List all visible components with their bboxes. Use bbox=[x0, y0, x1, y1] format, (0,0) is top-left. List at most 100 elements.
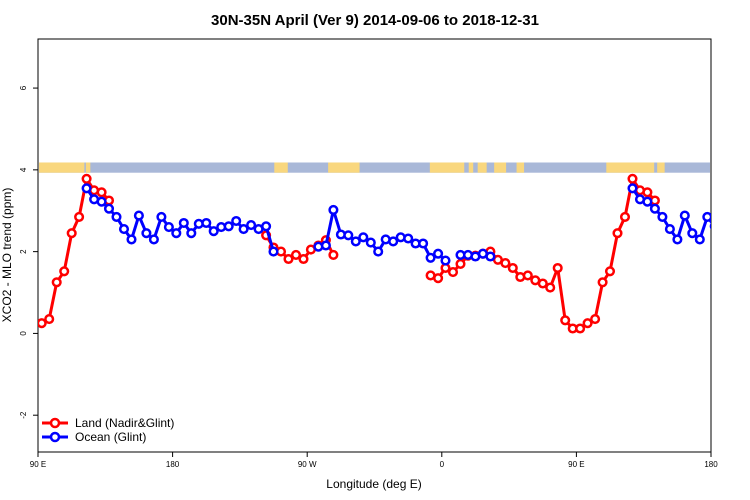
ocean-data-point bbox=[171, 228, 182, 239]
ocean-data-point bbox=[238, 224, 249, 235]
x-tick-label: 90 E bbox=[568, 460, 584, 469]
land-data-point bbox=[96, 187, 107, 198]
ocean-data-point bbox=[223, 221, 234, 232]
legend-ocean-marker bbox=[49, 431, 61, 443]
ocean-data-point bbox=[709, 222, 711, 230]
x-tick-label: 0 bbox=[440, 460, 445, 469]
ocean-data-point bbox=[627, 183, 638, 194]
land-strip-segment bbox=[429, 162, 465, 173]
ocean-data-point bbox=[268, 246, 279, 257]
y-tick-label: 4 bbox=[19, 167, 28, 172]
land-strip-segment bbox=[274, 162, 288, 173]
chart-title: 30N-35N April (Ver 9) 2014-09-06 to 2018… bbox=[211, 12, 539, 29]
ocean-data-point bbox=[418, 238, 429, 249]
land-data-point bbox=[560, 315, 571, 326]
land-data-point bbox=[575, 323, 586, 334]
x-tick-label: 180 bbox=[166, 460, 180, 469]
ocean-data-point bbox=[485, 251, 496, 262]
land-data-point bbox=[328, 249, 339, 260]
land-data-point bbox=[283, 253, 294, 265]
y-axis: -2 0 2 4 6 bbox=[19, 85, 38, 419]
land-strip-segment bbox=[494, 162, 507, 173]
ocean-data-point bbox=[111, 211, 122, 222]
land-data-point bbox=[552, 262, 563, 274]
land-data-point bbox=[433, 273, 444, 284]
y-axis-label: XCO2 - MLO trend (ppm) bbox=[0, 188, 14, 323]
land-data-point bbox=[44, 314, 55, 325]
ocean-data-point bbox=[433, 248, 444, 259]
land-strip-segment bbox=[477, 162, 487, 173]
ocean-data-point bbox=[672, 234, 683, 245]
land-strip-segment bbox=[328, 162, 360, 173]
legend-ocean-label: Ocean (Glint) bbox=[75, 430, 146, 444]
ocean-data-point bbox=[178, 217, 189, 229]
land-data-point bbox=[642, 187, 653, 198]
land-strip-segment bbox=[516, 162, 525, 173]
land-data-point bbox=[290, 249, 302, 260]
ocean-data-point bbox=[343, 230, 354, 241]
land-data-point bbox=[59, 266, 70, 277]
ocean-data-point bbox=[320, 240, 331, 251]
land-strip-segment bbox=[606, 162, 655, 173]
land-strip-segment bbox=[657, 162, 665, 173]
land-strip-segment bbox=[468, 162, 474, 173]
land-data-point bbox=[298, 253, 309, 265]
land-strip-segment bbox=[39, 162, 85, 173]
land-data-point bbox=[74, 211, 85, 222]
ocean-data-point bbox=[657, 211, 668, 222]
land-data-point bbox=[447, 267, 459, 278]
ocean-data-point bbox=[664, 224, 675, 235]
ocean-data-point bbox=[148, 234, 159, 245]
x-tick-label: 90 E bbox=[30, 460, 46, 469]
ocean-data-point bbox=[81, 183, 92, 194]
land-ocean-strip bbox=[39, 162, 710, 173]
y-tick-label: 6 bbox=[19, 85, 28, 90]
ocean-data-point bbox=[702, 211, 711, 222]
ocean-data-point bbox=[261, 221, 272, 232]
ocean-data-point bbox=[649, 203, 660, 214]
y-tick-label: 0 bbox=[19, 331, 28, 336]
land-data-point bbox=[66, 228, 77, 239]
land-data-point bbox=[500, 258, 511, 269]
series-ocean bbox=[81, 183, 711, 266]
legend: Land (Nadir&Glint) Ocean (Glint) bbox=[42, 416, 174, 444]
y-tick-label: -2 bbox=[19, 411, 28, 419]
ocean-data-point bbox=[679, 210, 690, 221]
land-data-point bbox=[537, 278, 548, 289]
land-data-point bbox=[455, 258, 466, 269]
land-data-point bbox=[582, 318, 593, 329]
ocean-data-point bbox=[694, 234, 705, 245]
ocean-data-point bbox=[96, 196, 107, 207]
x-tick-label: 180 bbox=[704, 460, 718, 469]
ocean-data-point bbox=[365, 237, 376, 248]
ocean-strip bbox=[39, 162, 710, 173]
ocean-data-point bbox=[103, 203, 115, 214]
ocean-data-point bbox=[687, 228, 698, 239]
y-tick-label: 2 bbox=[19, 249, 28, 254]
ocean-data-point bbox=[231, 215, 242, 227]
land-data-point bbox=[627, 173, 638, 184]
ocean-data-point bbox=[186, 228, 197, 239]
ocean-data-point bbox=[201, 217, 212, 229]
ocean-data-point bbox=[425, 252, 436, 263]
land-data-point bbox=[590, 314, 601, 325]
ocean-data-point bbox=[133, 210, 144, 221]
series-land bbox=[38, 173, 660, 334]
x-axis-label: Longitude (deg E) bbox=[326, 477, 421, 491]
land-data-point bbox=[619, 211, 631, 222]
ocean-data-point bbox=[141, 228, 152, 239]
ocean-data-point bbox=[642, 196, 653, 207]
x-tick-label: 90 W bbox=[298, 460, 317, 469]
series-layer bbox=[38, 173, 711, 334]
ocean-data-point bbox=[208, 226, 219, 237]
land-data-point bbox=[545, 282, 556, 293]
ocean-data-point bbox=[156, 211, 167, 222]
legend-land-marker bbox=[49, 417, 61, 429]
ocean-data-point bbox=[350, 236, 361, 247]
legend-land-label: Land (Nadir&Glint) bbox=[75, 416, 174, 430]
ocean-data-point bbox=[246, 220, 257, 231]
land-data-point bbox=[604, 266, 616, 277]
ocean-data-point bbox=[373, 246, 384, 257]
ocean-data-point bbox=[163, 222, 174, 233]
